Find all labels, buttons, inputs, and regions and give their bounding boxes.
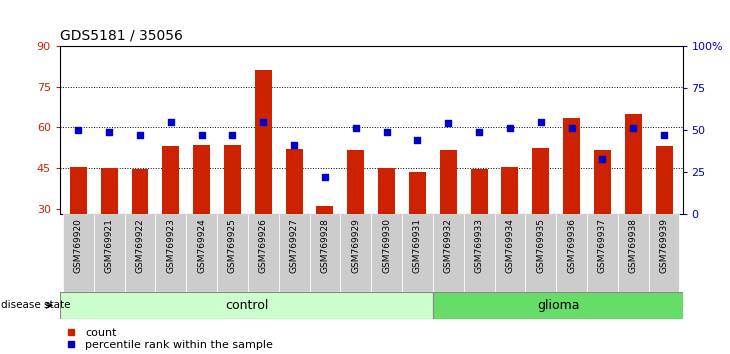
Bar	[494, 214, 526, 292]
Bar	[378, 168, 395, 214]
Text: GSM769936: GSM769936	[567, 218, 576, 273]
Bar	[625, 114, 642, 214]
Bar	[502, 167, 518, 214]
Bar	[93, 214, 125, 292]
Point	[566, 126, 577, 131]
Bar	[217, 214, 248, 292]
Bar	[594, 150, 611, 214]
Point	[473, 129, 485, 135]
Point	[319, 175, 331, 180]
Text: GSM769932: GSM769932	[444, 218, 453, 273]
Point	[288, 142, 300, 148]
Bar	[131, 170, 148, 214]
Bar	[532, 148, 549, 214]
Bar	[371, 214, 402, 292]
Point	[381, 129, 393, 135]
Bar	[556, 214, 587, 292]
Point	[596, 156, 608, 161]
Text: GSM769927: GSM769927	[290, 218, 299, 273]
Bar	[248, 214, 279, 292]
Text: GSM769931: GSM769931	[413, 218, 422, 273]
Bar	[70, 167, 87, 214]
Point	[134, 132, 146, 138]
Bar	[587, 214, 618, 292]
Bar	[255, 70, 272, 214]
Text: GSM769935: GSM769935	[537, 218, 545, 273]
Text: GSM769938: GSM769938	[629, 218, 638, 273]
Text: GSM769939: GSM769939	[659, 218, 669, 273]
Point	[535, 119, 547, 125]
Text: control: control	[225, 299, 269, 312]
Bar	[434, 292, 683, 319]
Bar	[155, 214, 186, 292]
Point	[72, 127, 84, 133]
Point	[442, 120, 454, 126]
Text: GSM769934: GSM769934	[505, 218, 515, 273]
Bar	[186, 214, 217, 292]
Text: GSM769922: GSM769922	[136, 218, 145, 273]
Bar	[193, 145, 210, 214]
Bar	[340, 214, 371, 292]
Bar	[526, 214, 556, 292]
Point	[412, 137, 423, 143]
Text: disease state: disease state	[1, 300, 71, 310]
Text: GSM769933: GSM769933	[474, 218, 483, 273]
Bar	[125, 214, 155, 292]
Text: GSM769926: GSM769926	[259, 218, 268, 273]
Bar	[101, 168, 118, 214]
Point	[165, 119, 177, 125]
Bar	[285, 149, 303, 214]
Point	[226, 132, 238, 138]
Text: GSM769925: GSM769925	[228, 218, 237, 273]
Bar	[649, 214, 680, 292]
Point	[627, 126, 639, 131]
Text: GSM769930: GSM769930	[382, 218, 391, 273]
Bar	[618, 214, 649, 292]
Bar	[471, 170, 488, 214]
Legend: count, percentile rank within the sample: count, percentile rank within the sample	[66, 328, 273, 350]
Bar	[439, 150, 457, 214]
Point	[658, 132, 670, 138]
Text: GSM769937: GSM769937	[598, 218, 607, 273]
Text: GSM769928: GSM769928	[320, 218, 329, 273]
Point	[258, 119, 269, 125]
Bar	[563, 118, 580, 214]
Text: GSM769920: GSM769920	[74, 218, 83, 273]
Text: GSM769923: GSM769923	[166, 218, 175, 273]
Bar	[464, 214, 494, 292]
Text: GSM769924: GSM769924	[197, 218, 206, 273]
Bar	[224, 145, 241, 214]
Bar	[310, 214, 340, 292]
Point	[104, 129, 115, 135]
Bar	[63, 214, 93, 292]
Point	[196, 132, 207, 138]
Bar	[409, 172, 426, 214]
Bar	[60, 292, 434, 319]
Point	[504, 126, 516, 131]
Bar	[162, 146, 180, 214]
Bar	[433, 214, 464, 292]
Text: GDS5181 / 35056: GDS5181 / 35056	[60, 28, 182, 42]
Point	[350, 126, 361, 131]
Bar	[656, 146, 672, 214]
Bar	[402, 214, 433, 292]
Text: glioma: glioma	[537, 299, 580, 312]
Bar	[347, 150, 364, 214]
Text: GSM769921: GSM769921	[104, 218, 114, 273]
Text: GSM769929: GSM769929	[351, 218, 361, 273]
Bar	[279, 214, 310, 292]
Bar	[317, 206, 334, 214]
